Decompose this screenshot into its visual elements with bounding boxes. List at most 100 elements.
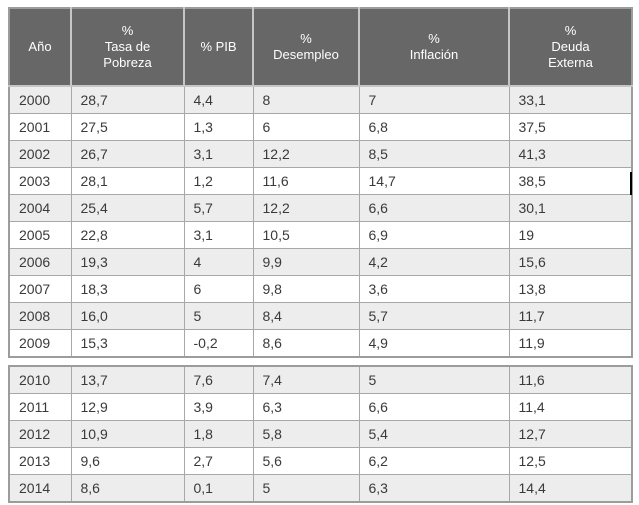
value-cell: 10,5	[252, 221, 360, 249]
column-header-inflacion: % Inflación	[358, 8, 509, 87]
value-cell: 22,8	[70, 221, 185, 249]
table-row: 2012 10,9 1,8 5,8 5,4 12,7	[8, 420, 633, 448]
value-cell: 38,5	[508, 167, 633, 195]
column-header-ano: Año	[9, 8, 71, 87]
year-cell: 2001	[8, 113, 72, 141]
value-cell: 28,7	[70, 85, 185, 114]
column-header-desempleo: % Desempleo	[252, 8, 359, 87]
value-cell: 8,4	[252, 302, 360, 330]
table-row: 2007 18,3 6 9,8 3,6 13,8	[8, 275, 633, 303]
value-cell: 5,8	[252, 420, 360, 448]
value-cell: 4,9	[358, 329, 510, 358]
year-cell: 2005	[8, 221, 72, 249]
value-cell: 30,1	[508, 194, 633, 222]
value-cell: 12,2	[252, 140, 360, 168]
value-cell: 6	[183, 275, 254, 303]
indicators-table-lower: 2010 13,7 7,6 7,4 5 11,6 2011 12,9 3,9 6,3 6,6 11,4…	[8, 365, 633, 503]
value-cell: 12,7	[508, 420, 633, 448]
value-cell: 1,3	[183, 113, 254, 141]
year-cell: 2014	[8, 474, 72, 503]
value-cell: 1,8	[183, 420, 254, 448]
column-header-pib: % PIB	[183, 8, 253, 87]
column-header-deuda-externa: % Deuda Externa	[508, 8, 632, 87]
value-cell: 9,9	[252, 248, 360, 276]
value-cell: 5,7	[358, 302, 510, 330]
value-cell: 3,1	[183, 140, 254, 168]
column-header-tasa-pobreza: % Tasa de Pobreza	[70, 8, 184, 87]
year-cell: 2007	[8, 275, 72, 303]
value-cell: 5,4	[358, 420, 510, 448]
value-cell: 13,7	[70, 365, 185, 394]
value-cell: 25,4	[70, 194, 185, 222]
value-cell: 12,9	[70, 393, 185, 421]
value-cell: 5,6	[252, 447, 360, 475]
value-cell: 12,5	[508, 447, 633, 475]
year-cell: 2003	[8, 167, 72, 195]
value-cell: 8	[252, 85, 360, 114]
indicators-table-upper: Año% Tasa de Pobreza% PIB% Desempleo% In…	[8, 7, 633, 358]
value-cell: 6,6	[358, 393, 510, 421]
value-cell: 11,4	[508, 393, 633, 421]
year-cell: 2006	[8, 248, 72, 276]
year-cell: 2009	[8, 329, 72, 358]
value-cell: 11,6	[508, 365, 633, 394]
value-cell: 6,9	[358, 221, 510, 249]
value-cell: 2,7	[183, 447, 254, 475]
value-cell: 33,1	[508, 85, 633, 114]
value-cell: 11,6	[252, 167, 360, 195]
value-cell: 6,3	[358, 474, 510, 503]
value-cell: 6,2	[358, 447, 510, 475]
table-row: 2003 28,1 1,2 11,6 14,7 38,5	[8, 167, 633, 195]
table-body-lower: 2010 13,7 7,6 7,4 5 11,6 2011 12,9 3,9 6,3 6,6 11,4…	[8, 365, 633, 503]
year-cell: 2004	[8, 194, 72, 222]
value-cell: 13,8	[508, 275, 633, 303]
value-cell: 3,1	[183, 221, 254, 249]
value-cell: 16,0	[70, 302, 185, 330]
value-cell: 11,7	[508, 302, 633, 330]
table-body-upper: 2000 28,7 4,4 8 7 33,1 2001 27,5 1,3 6 6,8 37,5 2002…	[8, 85, 633, 358]
table-header-row: Año% Tasa de Pobreza% PIB% Desempleo% In…	[9, 8, 632, 87]
value-cell: 5	[183, 302, 254, 330]
year-cell: 2010	[8, 365, 72, 394]
value-cell: 41,3	[508, 140, 633, 168]
table-row: 2013 9,6 2,7 5,6 6,2 12,5	[8, 447, 633, 475]
table-row: 2008 16,0 5 8,4 5,7 11,7	[8, 302, 633, 330]
value-cell: 3,6	[358, 275, 510, 303]
value-cell: 5,7	[183, 194, 254, 222]
year-cell: 2011	[8, 393, 72, 421]
table-row: 2005 22,8 3,1 10,5 6,9 19	[8, 221, 633, 249]
value-cell: 7	[358, 85, 510, 114]
value-cell: 4,4	[183, 85, 254, 114]
value-cell: 7,6	[183, 365, 254, 394]
value-cell: 15,3	[70, 329, 185, 358]
value-cell: 12,2	[252, 194, 360, 222]
value-cell: 37,5	[508, 113, 633, 141]
value-cell: 8,6	[252, 329, 360, 358]
year-cell: 2002	[8, 140, 72, 168]
value-cell: 6,8	[358, 113, 510, 141]
value-cell: 19,3	[70, 248, 185, 276]
value-cell: 8,5	[358, 140, 510, 168]
table-row: 2014 8,6 0,1 5 6,3 14,4	[8, 474, 633, 503]
value-cell: 14,4	[508, 474, 633, 503]
value-cell: 4,2	[358, 248, 510, 276]
value-cell: 7,4	[252, 365, 360, 394]
text-caret	[630, 172, 632, 195]
value-cell: 4	[183, 248, 254, 276]
year-cell: 2000	[8, 85, 72, 114]
table-row: 2001 27,5 1,3 6 6,8 37,5	[8, 113, 633, 141]
value-cell: -0,2	[183, 329, 254, 358]
value-cell: 6	[252, 113, 360, 141]
value-cell: 5	[252, 474, 360, 503]
value-cell: 9,6	[70, 447, 185, 475]
value-cell: 6,3	[252, 393, 360, 421]
value-cell: 1,2	[183, 167, 254, 195]
year-cell: 2013	[8, 447, 72, 475]
value-cell: 14,7	[358, 167, 510, 195]
value-cell: 18,3	[70, 275, 185, 303]
table-row: 2002 26,7 3,1 12,2 8,5 41,3	[8, 140, 633, 168]
section-divider	[0, 358, 639, 365]
table-row: 2004 25,4 5,7 12,2 6,6 30,1	[8, 194, 633, 222]
year-cell: 2008	[8, 302, 72, 330]
